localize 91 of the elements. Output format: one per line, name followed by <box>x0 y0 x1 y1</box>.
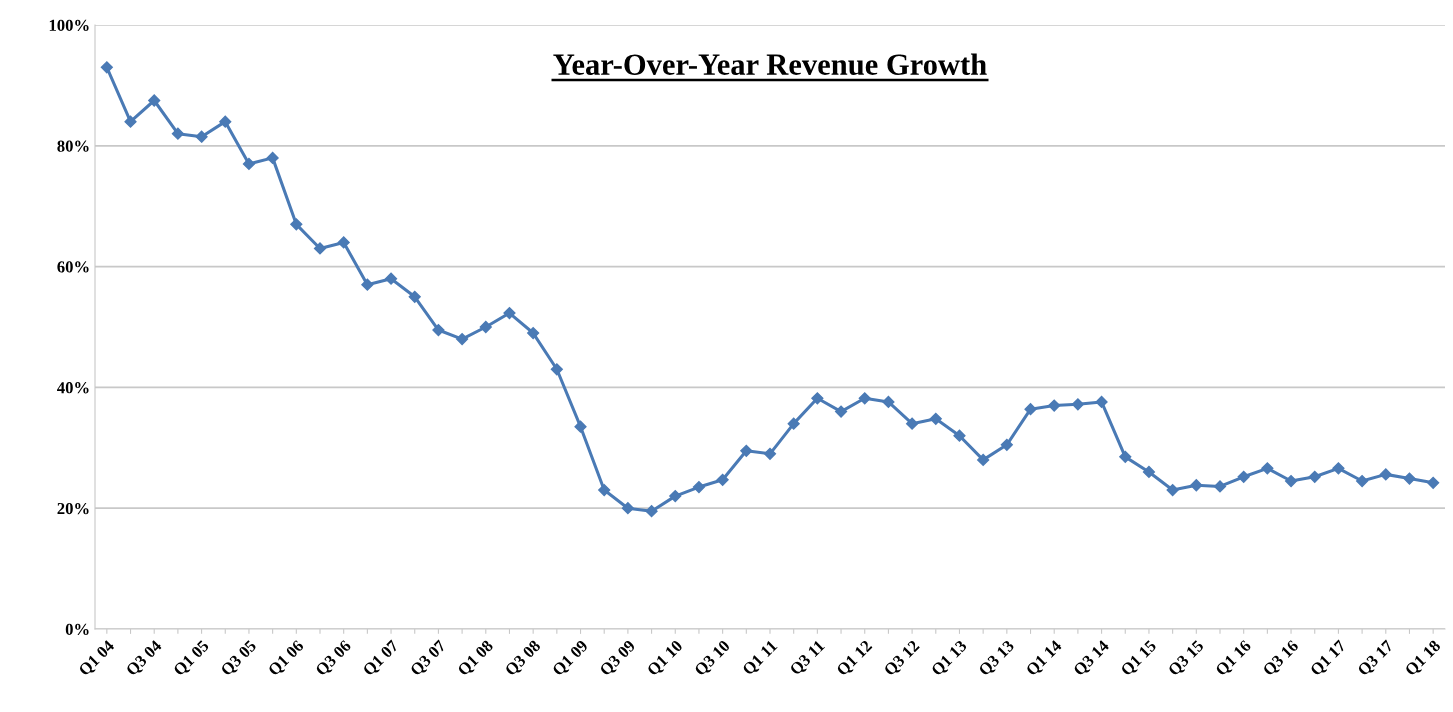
point <box>692 480 706 494</box>
point <box>337 236 350 249</box>
x-tick-label: Q1 10 <box>646 639 685 679</box>
point <box>290 218 303 231</box>
x-tick-label: Q1 11 <box>741 639 780 678</box>
x-tick-label: Q1 07 <box>362 639 401 679</box>
point <box>882 395 895 408</box>
point <box>1142 465 1156 479</box>
point <box>1119 450 1132 463</box>
y-tick-label: 60% <box>57 261 89 273</box>
x-tick-label: Q1 12 <box>835 639 875 679</box>
point <box>1213 480 1227 493</box>
point <box>1427 476 1440 489</box>
point <box>953 429 966 442</box>
point <box>787 417 800 430</box>
point <box>361 278 374 291</box>
x-tick-label: Q3 09 <box>599 639 638 679</box>
point <box>1308 470 1321 483</box>
point <box>100 61 113 74</box>
point <box>503 307 516 320</box>
x-tick-label: Q3 17 <box>1356 639 1396 679</box>
point <box>219 115 232 128</box>
point <box>834 405 848 418</box>
y-tick-label: 80% <box>57 140 89 152</box>
point <box>929 412 942 425</box>
x-tick-label: Q3 06 <box>314 639 354 679</box>
point <box>1261 462 1274 475</box>
point <box>148 94 161 107</box>
point <box>645 505 658 518</box>
y-tick-label: 40% <box>57 382 89 394</box>
point <box>1166 483 1179 497</box>
x-tick-label: Q1 18 <box>1404 639 1443 679</box>
point <box>195 130 208 143</box>
x-tick-label: Q1 16 <box>1214 639 1254 679</box>
x-tick-label: Q1 08 <box>456 639 496 679</box>
point <box>384 272 398 285</box>
x-tick-label: Q3 04 <box>125 639 165 679</box>
point <box>1284 474 1298 488</box>
point <box>716 473 729 486</box>
point <box>313 242 327 255</box>
point <box>906 417 919 430</box>
x-tick-label: Q3 10 <box>693 639 733 679</box>
point <box>669 490 682 503</box>
x-tick-label: Q1 06 <box>267 639 307 679</box>
point <box>1095 395 1108 408</box>
point <box>1190 479 1203 492</box>
x-tick-label: Q3 16 <box>1262 639 1301 679</box>
point <box>242 157 256 171</box>
point <box>574 420 587 433</box>
point <box>763 447 777 460</box>
point <box>740 444 753 457</box>
x-tick-label: Q3 15 <box>1167 639 1206 679</box>
x-tick-label: Q3 12 <box>883 639 922 679</box>
x-tick-label: Q3 05 <box>220 639 259 679</box>
x-tick-label: Q1 13 <box>930 639 970 679</box>
x-tick-label: Q1 15 <box>1120 639 1159 679</box>
point <box>977 453 990 466</box>
x-tick-label: Q1 09 <box>551 639 591 679</box>
point <box>266 151 279 164</box>
point <box>621 502 634 515</box>
x-tick-label: Q1 04 <box>77 639 117 679</box>
x-tick-label: Q3 08 <box>504 639 543 679</box>
x-tick-label: Q3 11 <box>789 639 827 678</box>
y-tick-label: 100% <box>49 19 89 31</box>
point <box>1024 403 1037 416</box>
point <box>1332 462 1345 475</box>
point <box>171 127 184 140</box>
point <box>858 392 871 405</box>
point <box>408 290 421 303</box>
point <box>1403 472 1416 485</box>
y-tick-label: 20% <box>57 502 89 515</box>
point <box>598 483 611 497</box>
point <box>1237 470 1250 483</box>
point <box>1000 438 1013 451</box>
point <box>456 332 469 346</box>
point <box>527 326 540 340</box>
point <box>124 115 137 128</box>
x-tick-label: Q3 13 <box>978 639 1017 679</box>
x-tick-label: Q1 05 <box>172 639 212 679</box>
x-tick-label: Q1 17 <box>1309 639 1349 679</box>
point <box>811 392 824 405</box>
point <box>1379 468 1392 481</box>
text: Year-Over-Year Revenue Growth <box>553 53 987 75</box>
y-tick-label: 0% <box>65 623 89 635</box>
point <box>1356 474 1369 488</box>
x-tick-label: Q1 14 <box>1025 639 1065 679</box>
point <box>1048 399 1061 412</box>
x-tick-label: Q3 07 <box>409 639 449 679</box>
point <box>550 363 563 376</box>
point <box>479 320 492 334</box>
x-tick-label: Q3 14 <box>1072 639 1112 679</box>
